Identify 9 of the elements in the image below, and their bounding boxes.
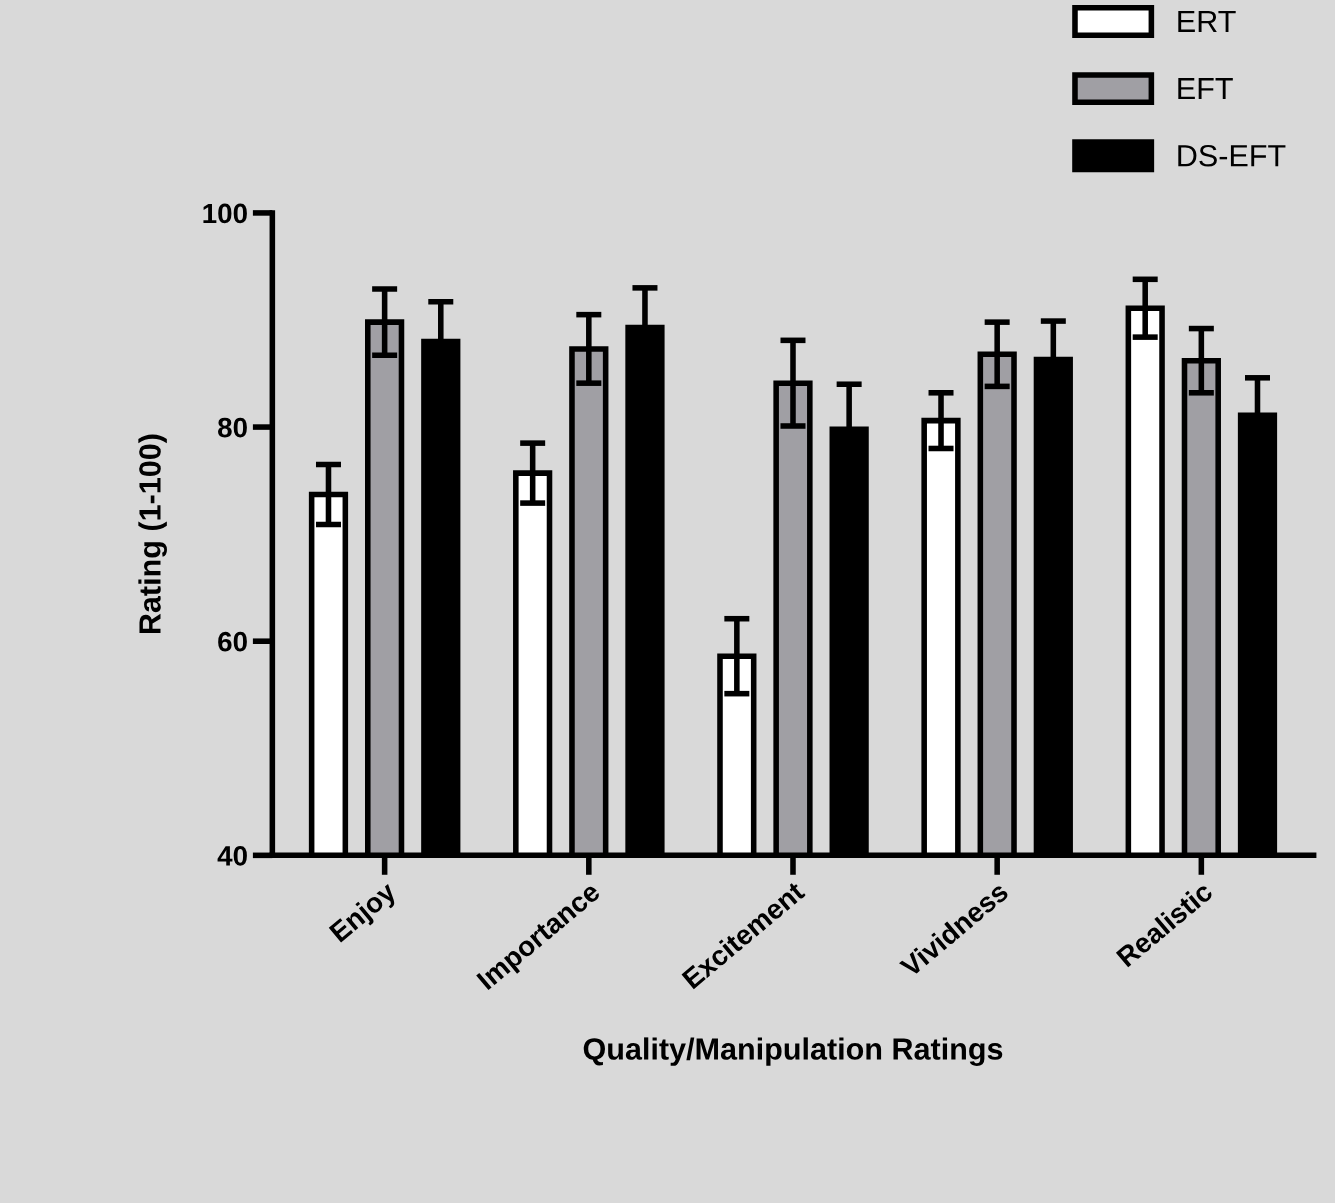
legend-label: ERT [1178, 10, 1236, 32]
y-tick-label: 80 [218, 417, 247, 438]
x-axis-title: Quality/Manipulation Ratings [583, 1037, 1003, 1066]
legend-label: DS-EFT [1178, 144, 1286, 167]
y-tick-label: 60 [218, 631, 247, 652]
legend-label: EFT [1178, 78, 1233, 100]
y-axis-title: Rating (1-100) [138, 434, 167, 634]
y-tick-label: 40 [217, 846, 247, 866]
y-tick-label: 100 [203, 203, 247, 224]
